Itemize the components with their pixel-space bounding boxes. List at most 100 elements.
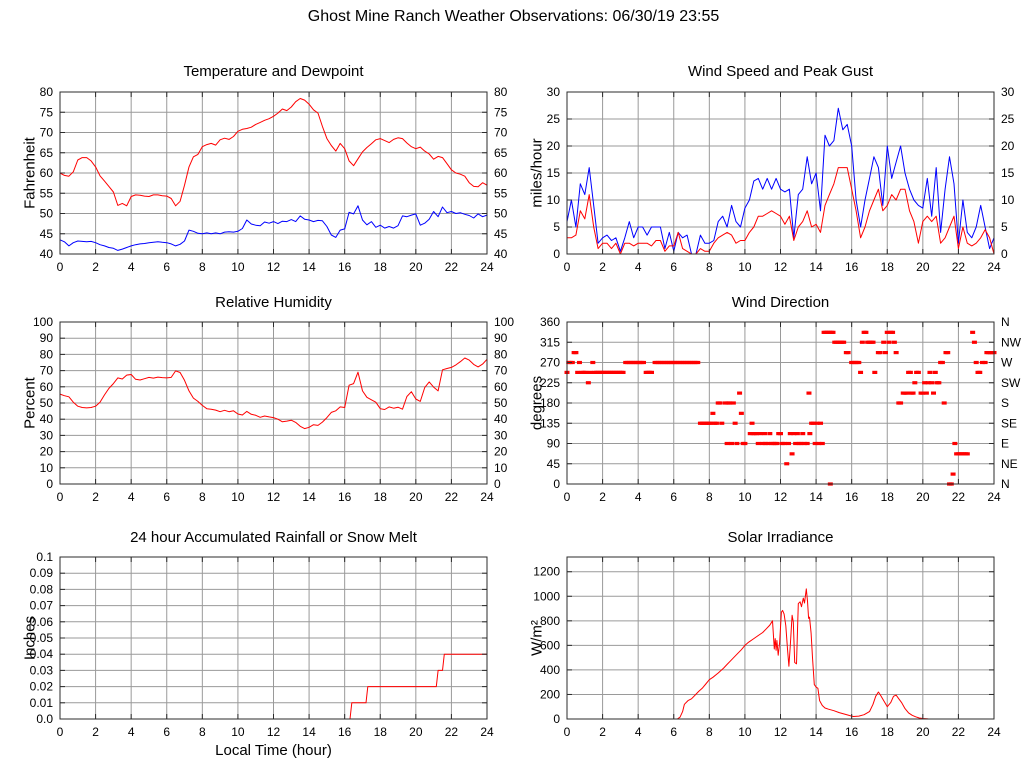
- svg-text:135: 135: [540, 416, 560, 430]
- svg-text:50: 50: [40, 207, 54, 221]
- svg-text:16: 16: [845, 490, 859, 504]
- svg-text:600: 600: [540, 638, 560, 652]
- svg-text:90: 90: [547, 437, 561, 451]
- svg-text:20: 20: [494, 445, 508, 459]
- svg-text:0: 0: [57, 260, 64, 274]
- svg-text:6: 6: [670, 725, 677, 739]
- svg-text:45: 45: [547, 457, 561, 471]
- svg-text:2: 2: [92, 260, 99, 274]
- svg-text:0.05: 0.05: [30, 631, 54, 645]
- svg-text:10: 10: [40, 461, 54, 475]
- svg-text:0.08: 0.08: [30, 582, 54, 596]
- svg-text:22: 22: [952, 725, 966, 739]
- svg-text:24: 24: [987, 490, 1001, 504]
- humidity-chart-title: Relative Humidity: [215, 294, 332, 311]
- svg-text:0: 0: [564, 260, 571, 274]
- svg-text:2: 2: [599, 725, 606, 739]
- rainfall-chart: 0 2 4 6 8 10 12 14 16 18 20 22 240.00.010.020.030.04…: [30, 550, 494, 739]
- svg-text:0: 0: [553, 712, 560, 726]
- svg-text:20: 20: [547, 139, 561, 153]
- svg-text:8: 8: [199, 725, 206, 739]
- svg-text:8: 8: [199, 260, 206, 274]
- svg-text:18: 18: [881, 260, 895, 274]
- svg-text:0: 0: [494, 477, 501, 491]
- svg-text:22: 22: [445, 490, 459, 504]
- svg-text:25: 25: [547, 112, 561, 126]
- svg-text:16: 16: [338, 490, 352, 504]
- wind-chart-title: Wind Speed and Peak Gust: [687, 63, 874, 80]
- svg-text:0.02: 0.02: [30, 680, 54, 694]
- svg-text:16: 16: [338, 260, 352, 274]
- svg-text:10: 10: [494, 461, 508, 475]
- svg-text:80: 80: [40, 347, 54, 361]
- svg-text:NE: NE: [1001, 457, 1018, 471]
- svg-text:10: 10: [231, 725, 245, 739]
- svg-text:22: 22: [445, 260, 459, 274]
- svg-text:90: 90: [494, 331, 508, 345]
- svg-text:80: 80: [40, 85, 54, 99]
- svg-text:24: 24: [480, 260, 494, 274]
- svg-text:12: 12: [774, 490, 788, 504]
- svg-text:60: 60: [494, 380, 508, 394]
- svg-text:24: 24: [480, 725, 494, 739]
- svg-text:15: 15: [547, 166, 561, 180]
- svg-text:50: 50: [40, 396, 54, 410]
- svg-text:0.03: 0.03: [30, 663, 54, 677]
- svg-text:N: N: [1001, 315, 1010, 329]
- svg-text:15: 15: [1001, 166, 1015, 180]
- svg-text:10: 10: [1001, 193, 1015, 207]
- svg-text:75: 75: [494, 105, 508, 119]
- svg-text:10: 10: [738, 490, 752, 504]
- svg-text:0.06: 0.06: [30, 615, 54, 629]
- svg-text:200: 200: [540, 687, 560, 701]
- svg-text:50: 50: [494, 207, 508, 221]
- svg-text:SE: SE: [1001, 416, 1017, 430]
- svg-text:70: 70: [494, 364, 508, 378]
- svg-text:14: 14: [302, 725, 316, 739]
- svg-text:12: 12: [267, 260, 281, 274]
- svg-text:4: 4: [128, 260, 135, 274]
- svg-text:315: 315: [540, 335, 560, 349]
- svg-text:65: 65: [40, 146, 54, 160]
- svg-text:30: 30: [1001, 85, 1015, 99]
- svg-text:18: 18: [374, 725, 388, 739]
- svg-text:W: W: [1001, 356, 1013, 370]
- svg-text:20: 20: [916, 260, 930, 274]
- svg-text:70: 70: [40, 126, 54, 140]
- svg-text:10: 10: [547, 193, 561, 207]
- svg-text:270: 270: [540, 356, 560, 370]
- svg-text:2: 2: [92, 725, 99, 739]
- svg-text:6: 6: [670, 260, 677, 274]
- svg-text:45: 45: [494, 227, 508, 241]
- svg-text:6: 6: [163, 260, 170, 274]
- svg-text:8: 8: [199, 490, 206, 504]
- svg-text:400: 400: [540, 663, 560, 677]
- svg-text:16: 16: [845, 725, 859, 739]
- svg-text:0: 0: [564, 490, 571, 504]
- svg-text:20: 20: [916, 490, 930, 504]
- svg-text:8: 8: [706, 725, 713, 739]
- svg-text:20: 20: [409, 490, 423, 504]
- page-title: Ghost Mine Ranch Weather Observations: 0…: [307, 8, 720, 25]
- svg-text:75: 75: [40, 105, 54, 119]
- svg-text:S: S: [1001, 396, 1009, 410]
- svg-text:25: 25: [1001, 112, 1015, 126]
- svg-text:14: 14: [809, 725, 823, 739]
- svg-text:50: 50: [494, 396, 508, 410]
- svg-text:4: 4: [635, 725, 642, 739]
- svg-text:60: 60: [40, 380, 54, 394]
- svg-text:40: 40: [40, 412, 54, 426]
- svg-text:70: 70: [40, 364, 54, 378]
- svg-text:0: 0: [564, 725, 571, 739]
- svg-text:2: 2: [599, 490, 606, 504]
- svg-text:5: 5: [1001, 220, 1008, 234]
- svg-text:180: 180: [540, 396, 560, 410]
- svg-text:18: 18: [374, 260, 388, 274]
- svg-text:10: 10: [231, 260, 245, 274]
- svg-text:40: 40: [494, 247, 508, 261]
- svg-text:14: 14: [302, 490, 316, 504]
- svg-text:5: 5: [553, 220, 560, 234]
- rainfall-x-axis-label: Local Time (hour): [215, 742, 332, 759]
- svg-text:24: 24: [987, 725, 1001, 739]
